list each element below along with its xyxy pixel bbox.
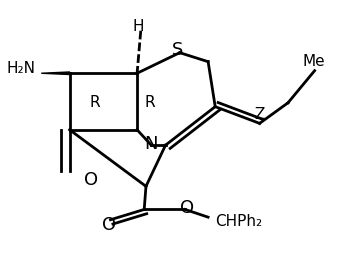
Text: CHPh₂: CHPh₂ xyxy=(215,214,262,229)
Text: Z: Z xyxy=(255,107,265,122)
Text: O: O xyxy=(84,171,98,189)
Text: H: H xyxy=(132,20,144,34)
Text: O: O xyxy=(180,199,194,217)
Text: S: S xyxy=(172,41,183,59)
Text: O: O xyxy=(102,216,116,234)
Polygon shape xyxy=(41,72,70,75)
Text: H₂N: H₂N xyxy=(7,61,36,76)
Text: R: R xyxy=(144,95,155,110)
Text: N: N xyxy=(145,135,158,153)
Text: Me: Me xyxy=(302,54,325,69)
Text: R: R xyxy=(89,95,100,110)
